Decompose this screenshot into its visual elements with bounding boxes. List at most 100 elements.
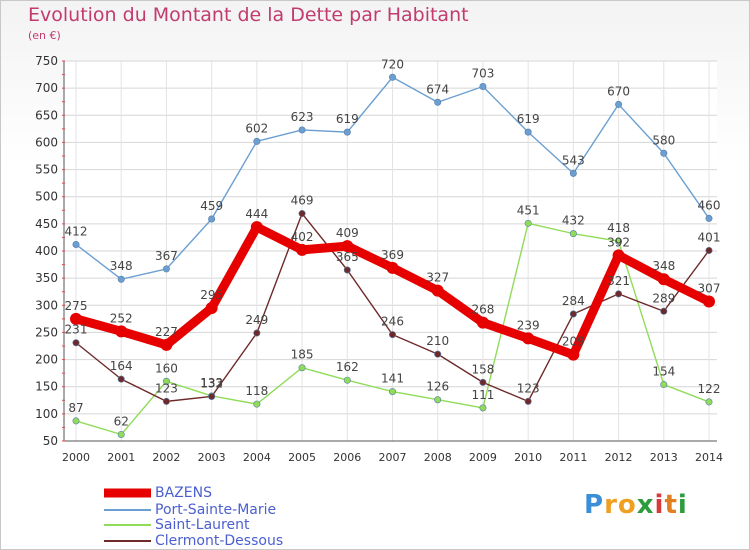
data-point xyxy=(524,219,532,227)
y-tick-label: 300 xyxy=(35,298,58,312)
x-tick-label: 2000 xyxy=(62,451,90,464)
data-point xyxy=(162,377,170,385)
data-label: 674 xyxy=(426,82,449,96)
data-point xyxy=(388,331,396,339)
data-label: 126 xyxy=(426,380,449,394)
data-label: 619 xyxy=(517,112,540,126)
data-label: 122 xyxy=(698,382,721,396)
data-point xyxy=(117,275,125,283)
data-point xyxy=(569,310,577,318)
x-tick-label: 2010 xyxy=(514,451,542,464)
data-point xyxy=(72,240,80,248)
data-point xyxy=(72,417,80,425)
data-point xyxy=(298,364,306,372)
data-label: 118 xyxy=(245,384,268,398)
data-label: 160 xyxy=(155,361,178,375)
data-point xyxy=(703,295,715,308)
data-label: 164 xyxy=(110,359,133,373)
data-point xyxy=(524,128,532,136)
y-tick-label: 450 xyxy=(35,217,58,231)
data-label: 231 xyxy=(65,323,88,337)
data-label: 141 xyxy=(381,372,404,386)
data-label: 133 xyxy=(200,376,223,390)
data-point xyxy=(567,348,580,361)
data-point xyxy=(476,316,489,329)
data-label: 246 xyxy=(381,315,404,329)
data-point xyxy=(705,214,713,222)
data-point xyxy=(660,307,668,315)
data-point xyxy=(705,246,713,254)
y-tick-label: 600 xyxy=(35,135,58,149)
data-point xyxy=(208,392,216,400)
data-point xyxy=(250,221,263,234)
data-point xyxy=(660,149,668,157)
chart-title: Evolution du Montant de la Dette par Hab… xyxy=(28,4,469,26)
data-point xyxy=(162,265,170,273)
y-tick-label: 50 xyxy=(43,434,58,448)
data-point xyxy=(479,378,487,386)
data-label: 307 xyxy=(698,281,721,295)
data-point xyxy=(117,375,125,383)
brand-letter: o xyxy=(617,490,637,520)
y-tick-label: 550 xyxy=(35,163,58,177)
data-label: 327 xyxy=(426,271,449,285)
data-point xyxy=(479,83,487,91)
data-label: 720 xyxy=(381,57,404,71)
x-tick-label: 2008 xyxy=(424,451,452,464)
x-tick-label: 2014 xyxy=(695,451,723,464)
data-label: 289 xyxy=(652,291,675,305)
data-label: 239 xyxy=(517,318,540,332)
data-label: 412 xyxy=(65,224,88,238)
x-tick-label: 2005 xyxy=(288,451,316,464)
data-point xyxy=(657,273,670,286)
x-tick-label: 2007 xyxy=(379,451,407,464)
data-point xyxy=(343,128,351,136)
data-point xyxy=(205,302,218,314)
data-point xyxy=(117,430,125,438)
data-label: 367 xyxy=(155,249,178,263)
data-label: 154 xyxy=(652,365,675,379)
chart-subtitle: (en €) xyxy=(28,29,61,42)
x-tick-label: 2009 xyxy=(469,451,497,464)
data-point xyxy=(343,266,351,274)
data-label: 451 xyxy=(517,203,540,217)
data-point xyxy=(705,398,713,406)
y-tick-label: 400 xyxy=(35,244,58,258)
data-label: 252 xyxy=(110,311,133,325)
data-label: 392 xyxy=(607,235,630,249)
data-label: 87 xyxy=(68,401,83,415)
data-point xyxy=(386,261,399,274)
y-tick-label: 200 xyxy=(35,353,58,367)
data-label: 295 xyxy=(200,288,223,302)
data-label: 418 xyxy=(607,221,630,235)
data-label: 123 xyxy=(155,381,178,395)
y-tick-label: 500 xyxy=(35,190,58,204)
y-tick-label: 650 xyxy=(35,108,58,122)
data-label: 348 xyxy=(652,259,675,273)
data-point xyxy=(253,400,261,408)
data-label: 185 xyxy=(291,348,314,362)
data-label: 210 xyxy=(426,334,449,348)
brand-letter: r xyxy=(604,490,618,520)
data-label: 132 xyxy=(200,376,223,390)
data-point xyxy=(431,284,444,297)
y-tick-label: 350 xyxy=(35,271,58,285)
data-point xyxy=(434,350,442,358)
data-label: 409 xyxy=(336,226,359,240)
data-label: 249 xyxy=(245,313,268,327)
data-point xyxy=(160,338,173,351)
data-label: 62 xyxy=(114,414,129,428)
brand-letter: t xyxy=(664,490,678,520)
data-label: 162 xyxy=(336,360,359,374)
brand-logo: Proxiti xyxy=(584,490,688,520)
data-point xyxy=(615,100,623,108)
data-point xyxy=(296,243,309,256)
data-label: 444 xyxy=(245,207,268,221)
data-point xyxy=(343,376,351,384)
data-point xyxy=(115,325,128,338)
data-label: 602 xyxy=(245,121,268,135)
data-point xyxy=(72,339,80,347)
brand-letter: x xyxy=(636,490,655,520)
